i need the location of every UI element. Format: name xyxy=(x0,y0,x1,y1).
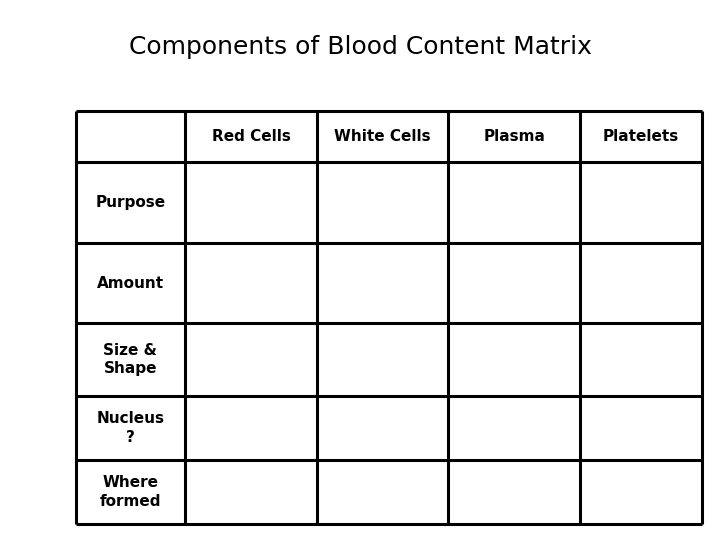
Text: Components of Blood Content Matrix: Components of Blood Content Matrix xyxy=(129,35,591,59)
Text: Where
formed: Where formed xyxy=(99,475,161,509)
Text: Size &
Shape: Size & Shape xyxy=(104,343,158,376)
Text: Red Cells: Red Cells xyxy=(212,129,290,144)
Text: Amount: Amount xyxy=(97,275,164,291)
Text: Plasma: Plasma xyxy=(483,129,545,144)
Text: White Cells: White Cells xyxy=(334,129,431,144)
Text: Nucleus
?: Nucleus ? xyxy=(96,411,164,444)
Text: Platelets: Platelets xyxy=(603,129,679,144)
Text: Purpose: Purpose xyxy=(95,195,166,210)
